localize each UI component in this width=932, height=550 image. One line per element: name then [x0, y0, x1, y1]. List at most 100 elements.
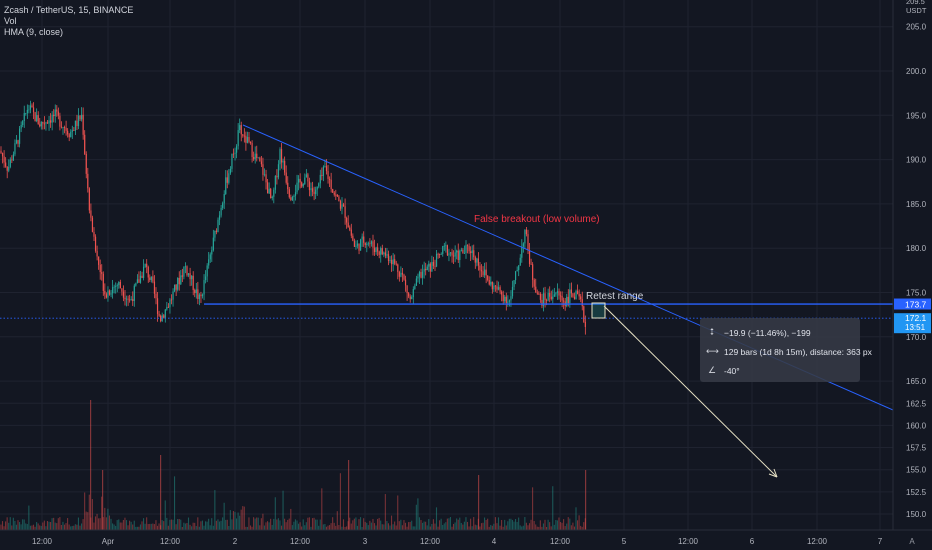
- price-currency[interactable]: USDT: [906, 6, 927, 15]
- volume-bar: [493, 523, 495, 530]
- symbol-title[interactable]: Zcash / TetherUS, 15, BINANCE: [4, 5, 134, 15]
- candle-body: [375, 247, 377, 253]
- candle-body: [482, 271, 484, 276]
- candle-body: [395, 263, 397, 265]
- time-axis[interactable]: 12:00 Apr 12:00 2 12:00 3 12:00 4 12:00 5 12:00 6 12…: [0, 529, 932, 550]
- candle-body: [426, 266, 428, 271]
- candle-body: [392, 259, 394, 265]
- volume-bar: [271, 524, 273, 530]
- candle-body: [380, 248, 382, 255]
- retest-range-label[interactable]: Retest range: [586, 291, 644, 302]
- candle-body: [150, 276, 152, 281]
- candle-body: [563, 300, 565, 302]
- candle-body: [285, 172, 287, 183]
- candle-body: [65, 127, 67, 131]
- candle-body: [454, 252, 456, 257]
- candle-body: [533, 279, 535, 287]
- volume-bar: [205, 521, 207, 530]
- volume-bar: [211, 518, 213, 530]
- candle-body: [299, 178, 301, 183]
- volume-bar: [248, 517, 250, 530]
- candle-body: [479, 265, 481, 271]
- volume-bar: [15, 524, 17, 530]
- volume-bar: [501, 519, 503, 530]
- candle-body: [487, 275, 489, 280]
- candle-body: [29, 105, 32, 110]
- candle-body: [490, 281, 492, 285]
- volume-bar: [79, 525, 81, 530]
- volume-bar: [321, 488, 323, 530]
- retest-box[interactable]: [591, 302, 606, 319]
- candle-body: [504, 296, 506, 302]
- candle-body: [101, 272, 103, 274]
- volume-bar: [31, 525, 33, 530]
- volume-bar: [471, 526, 473, 530]
- time-tick-label: 12:00: [290, 537, 311, 546]
- candle-body: [223, 194, 225, 204]
- candle-body: [189, 273, 191, 280]
- price-tick-label: 157.5: [906, 444, 927, 453]
- candle-body: [363, 236, 365, 243]
- volume-bar: [101, 496, 103, 530]
- volume-bar: [253, 517, 255, 530]
- candle-body: [294, 192, 297, 196]
- candle-body: [237, 130, 239, 147]
- volume-bar: [26, 524, 28, 530]
- candle-body: [307, 174, 309, 182]
- auto-scale-button[interactable]: A: [909, 537, 915, 546]
- candle-body: [324, 166, 326, 167]
- candle-body: [572, 293, 574, 297]
- candle-body: [346, 217, 348, 223]
- candle-body: [51, 114, 53, 123]
- volume-bar: [122, 519, 124, 530]
- candle-body: [414, 285, 416, 290]
- candle-body: [550, 296, 552, 300]
- false-breakout-label[interactable]: False breakout (low volume): [474, 214, 600, 225]
- volume-bar: [87, 512, 89, 530]
- volume-bar: [195, 526, 197, 530]
- volume-bar: [84, 492, 86, 530]
- volume-bar: [81, 523, 83, 530]
- candle-body: [535, 286, 537, 293]
- volume-bar: [265, 522, 267, 530]
- candle-body: [234, 152, 236, 154]
- volume-bar: [25, 523, 27, 530]
- volume-bar: [381, 524, 383, 530]
- projection-line[interactable]: [603, 305, 778, 478]
- candle-body: [98, 256, 100, 265]
- candle-body: [115, 286, 117, 287]
- price-tick-label: 152.5: [906, 488, 927, 497]
- volume-bar: [232, 511, 234, 530]
- volume-bar: [96, 513, 98, 530]
- candle-body: [397, 264, 399, 272]
- candle-body: [104, 290, 106, 295]
- volume-spike: [102, 470, 104, 530]
- candle-body: [338, 196, 340, 202]
- volume-bar: [263, 525, 265, 530]
- volume-bar: [14, 520, 16, 530]
- candle-body: [510, 296, 512, 301]
- hma-indicator-label[interactable]: HMA (9, close): [4, 27, 64, 37]
- volume-bar: [316, 519, 318, 530]
- candle-body: [254, 153, 256, 160]
- volume-bar: [456, 518, 458, 530]
- candle-body: [222, 203, 224, 208]
- volume-bar: [48, 521, 50, 530]
- candle-body: [367, 243, 369, 245]
- volume-bar: [177, 519, 179, 530]
- candle-body: [1, 153, 4, 157]
- candle-body: [143, 266, 145, 278]
- volume-bar: [254, 518, 256, 530]
- vol-indicator-label[interactable]: Vol: [4, 16, 17, 26]
- candle-body: [288, 189, 290, 198]
- candle-body: [74, 120, 76, 131]
- candle-body: [153, 281, 156, 294]
- candle-body: [141, 275, 143, 278]
- volume-bar: [395, 525, 397, 530]
- candle-body: [212, 237, 214, 251]
- measure-bars-row: ⟷ 129 bars (1d 8h 15m), distance: 363 px: [706, 346, 872, 357]
- volume-bar: [51, 518, 53, 530]
- volume-bar: [121, 522, 123, 530]
